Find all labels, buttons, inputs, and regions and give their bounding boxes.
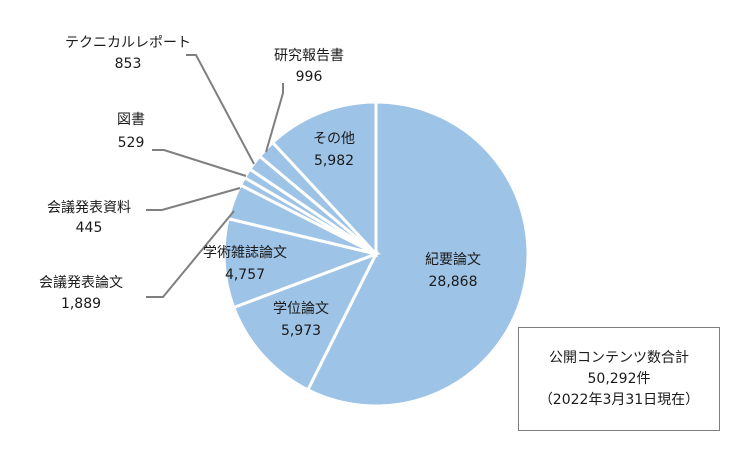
- leader-line-tosho: [152, 149, 247, 177]
- slice-label-kiyo-value: 28,868: [429, 274, 478, 290]
- slice-label-technical-report-value: 853: [115, 56, 142, 72]
- leader-line-kaigi-ronbun: [146, 210, 235, 298]
- slice-label-kaigi-shiryo-value: 445: [76, 220, 103, 236]
- slice-label-gakujutsu-name: 学術雑誌論文: [203, 245, 287, 261]
- slice-label-kaigi-ronbun-value: 1,889: [61, 296, 101, 312]
- leader-lines: [146, 54, 284, 298]
- total-title: 公開コンテンツ数合計: [549, 349, 689, 366]
- leader-line-kenkyu-hokokusho: [265, 83, 284, 153]
- leader-line-kaigi-shiryo: [146, 187, 241, 211]
- slice-label-kenkyu-name: 研究報告書: [274, 48, 344, 64]
- total-contents-box: 公開コンテンツ数合計 50,292件 （2022年3月31日現在）: [518, 327, 720, 431]
- pie-slice-1: [231, 251, 380, 392]
- leader-line-technical-report: [186, 54, 255, 165]
- slice-label-gakui-value: 5,973: [281, 323, 321, 339]
- pie-slices: [222, 100, 530, 408]
- slice-label-technical-report-name: テクニカルレポート: [65, 35, 191, 51]
- slice-label-gakujutsu-value: 4,757: [225, 267, 265, 283]
- slice-label-kiyo-name: 紀要論文: [425, 252, 481, 268]
- slice-label-sonota-value: 5,982: [314, 153, 354, 169]
- slice-labels: 紀要論文 28,868 学位論文 5,973 学術雑誌論文 4,757 会議発表…: [39, 35, 481, 339]
- slice-label-tosho-name: 図書: [117, 112, 145, 128]
- slice-label-kaigi-shiryo-name: 会議発表資料: [47, 199, 131, 216]
- slice-label-sonota-name: その他: [313, 131, 355, 147]
- slice-label-kenkyu-value: 996: [296, 69, 323, 85]
- pie-slice-2: [222, 216, 382, 310]
- total-count: 50,292件: [587, 370, 651, 387]
- slice-label-gakui-name: 学位論文: [273, 301, 329, 317]
- slice-label-tosho-value: 529: [118, 135, 145, 151]
- total-date: （2022年3月31日現在）: [538, 391, 700, 408]
- slice-label-kaigi-ronbun-name: 会議発表論文: [39, 274, 123, 291]
- pie-slice-0: [305, 100, 530, 408]
- pie-slice-8: [270, 100, 378, 258]
